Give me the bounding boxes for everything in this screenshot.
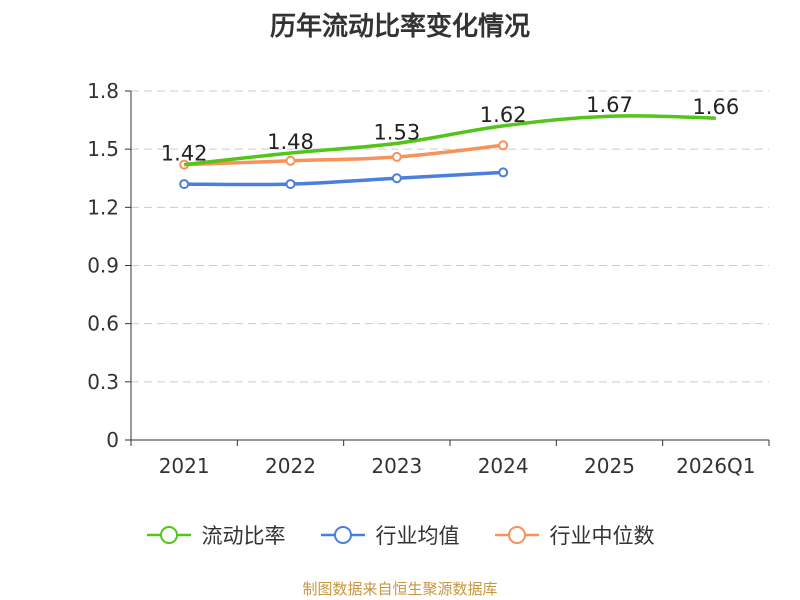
legend-item-industry-mean[interactable]: 行业均值	[320, 520, 460, 550]
data-point-industry-mean	[391, 173, 402, 184]
y-tick-label: 1.8	[87, 79, 119, 103]
data-label: 1.42	[161, 142, 208, 166]
grid-lines	[131, 90, 769, 383]
x-tick-label: 2022	[265, 454, 316, 478]
x-tick-label: 2026Q1	[676, 454, 755, 478]
data-label: 1.53	[373, 120, 420, 144]
data-point-industry-mean	[498, 167, 509, 178]
y-tick-label: 0.9	[87, 254, 119, 278]
data-point-industry-median	[285, 155, 296, 166]
data-label: 1.62	[480, 103, 527, 127]
data-point-industry-mean	[285, 179, 296, 190]
data-point-industry-median	[391, 151, 402, 162]
source-note: 制图数据来自恒生聚源数据库	[302, 580, 498, 598]
data-label: 1.66	[692, 95, 739, 119]
chart-title: 历年流动比率变化情况	[269, 12, 530, 42]
legend-label-industry-mean: 行业均值	[375, 524, 460, 548]
y-tick-label: 1.5	[87, 137, 119, 161]
legend: 流动比率 行业均值 行业中位数	[0, 520, 800, 550]
data-labels: 1.42 1.48 1.53 1.62 1.67 1.66	[161, 93, 739, 165]
legend-swatch-industry-mean	[320, 526, 365, 544]
series-line-industry-mean	[184, 170, 504, 187]
data-point-industry-mean	[179, 179, 190, 190]
legend-swatch-current-ratio	[146, 526, 191, 544]
x-tick-label: 2024	[478, 454, 529, 478]
series-line-current-ratio	[183, 114, 716, 167]
x-tick-label: 2023	[371, 454, 422, 478]
legend-item-current-ratio[interactable]: 流动比率	[146, 520, 286, 550]
series-line-industry-median	[184, 143, 504, 167]
legend-label-industry-median: 行业中位数	[549, 524, 655, 548]
legend-label-current-ratio: 流动比率	[201, 524, 286, 548]
y-tick-label: 0.3	[87, 370, 119, 394]
y-tick-label: 0	[106, 428, 119, 452]
legend-item-industry-median[interactable]: 行业中位数	[494, 520, 655, 550]
x-tick-label: 2021	[159, 454, 210, 478]
y-tick-label: 1.2	[87, 195, 119, 219]
y-tick-label: 0.6	[87, 312, 119, 336]
data-point-industry-median	[498, 140, 509, 151]
series	[179, 114, 716, 190]
data-label: 1.67	[586, 93, 633, 117]
x-tick-label: 2025	[584, 454, 635, 478]
legend-swatch-industry-median	[494, 526, 539, 544]
data-label: 1.48	[267, 130, 314, 154]
axes: 0 0.3 0.6 0.9 1.2 1.5 1.8 2021 2022 2023 2024 2025 2…	[87, 79, 770, 478]
